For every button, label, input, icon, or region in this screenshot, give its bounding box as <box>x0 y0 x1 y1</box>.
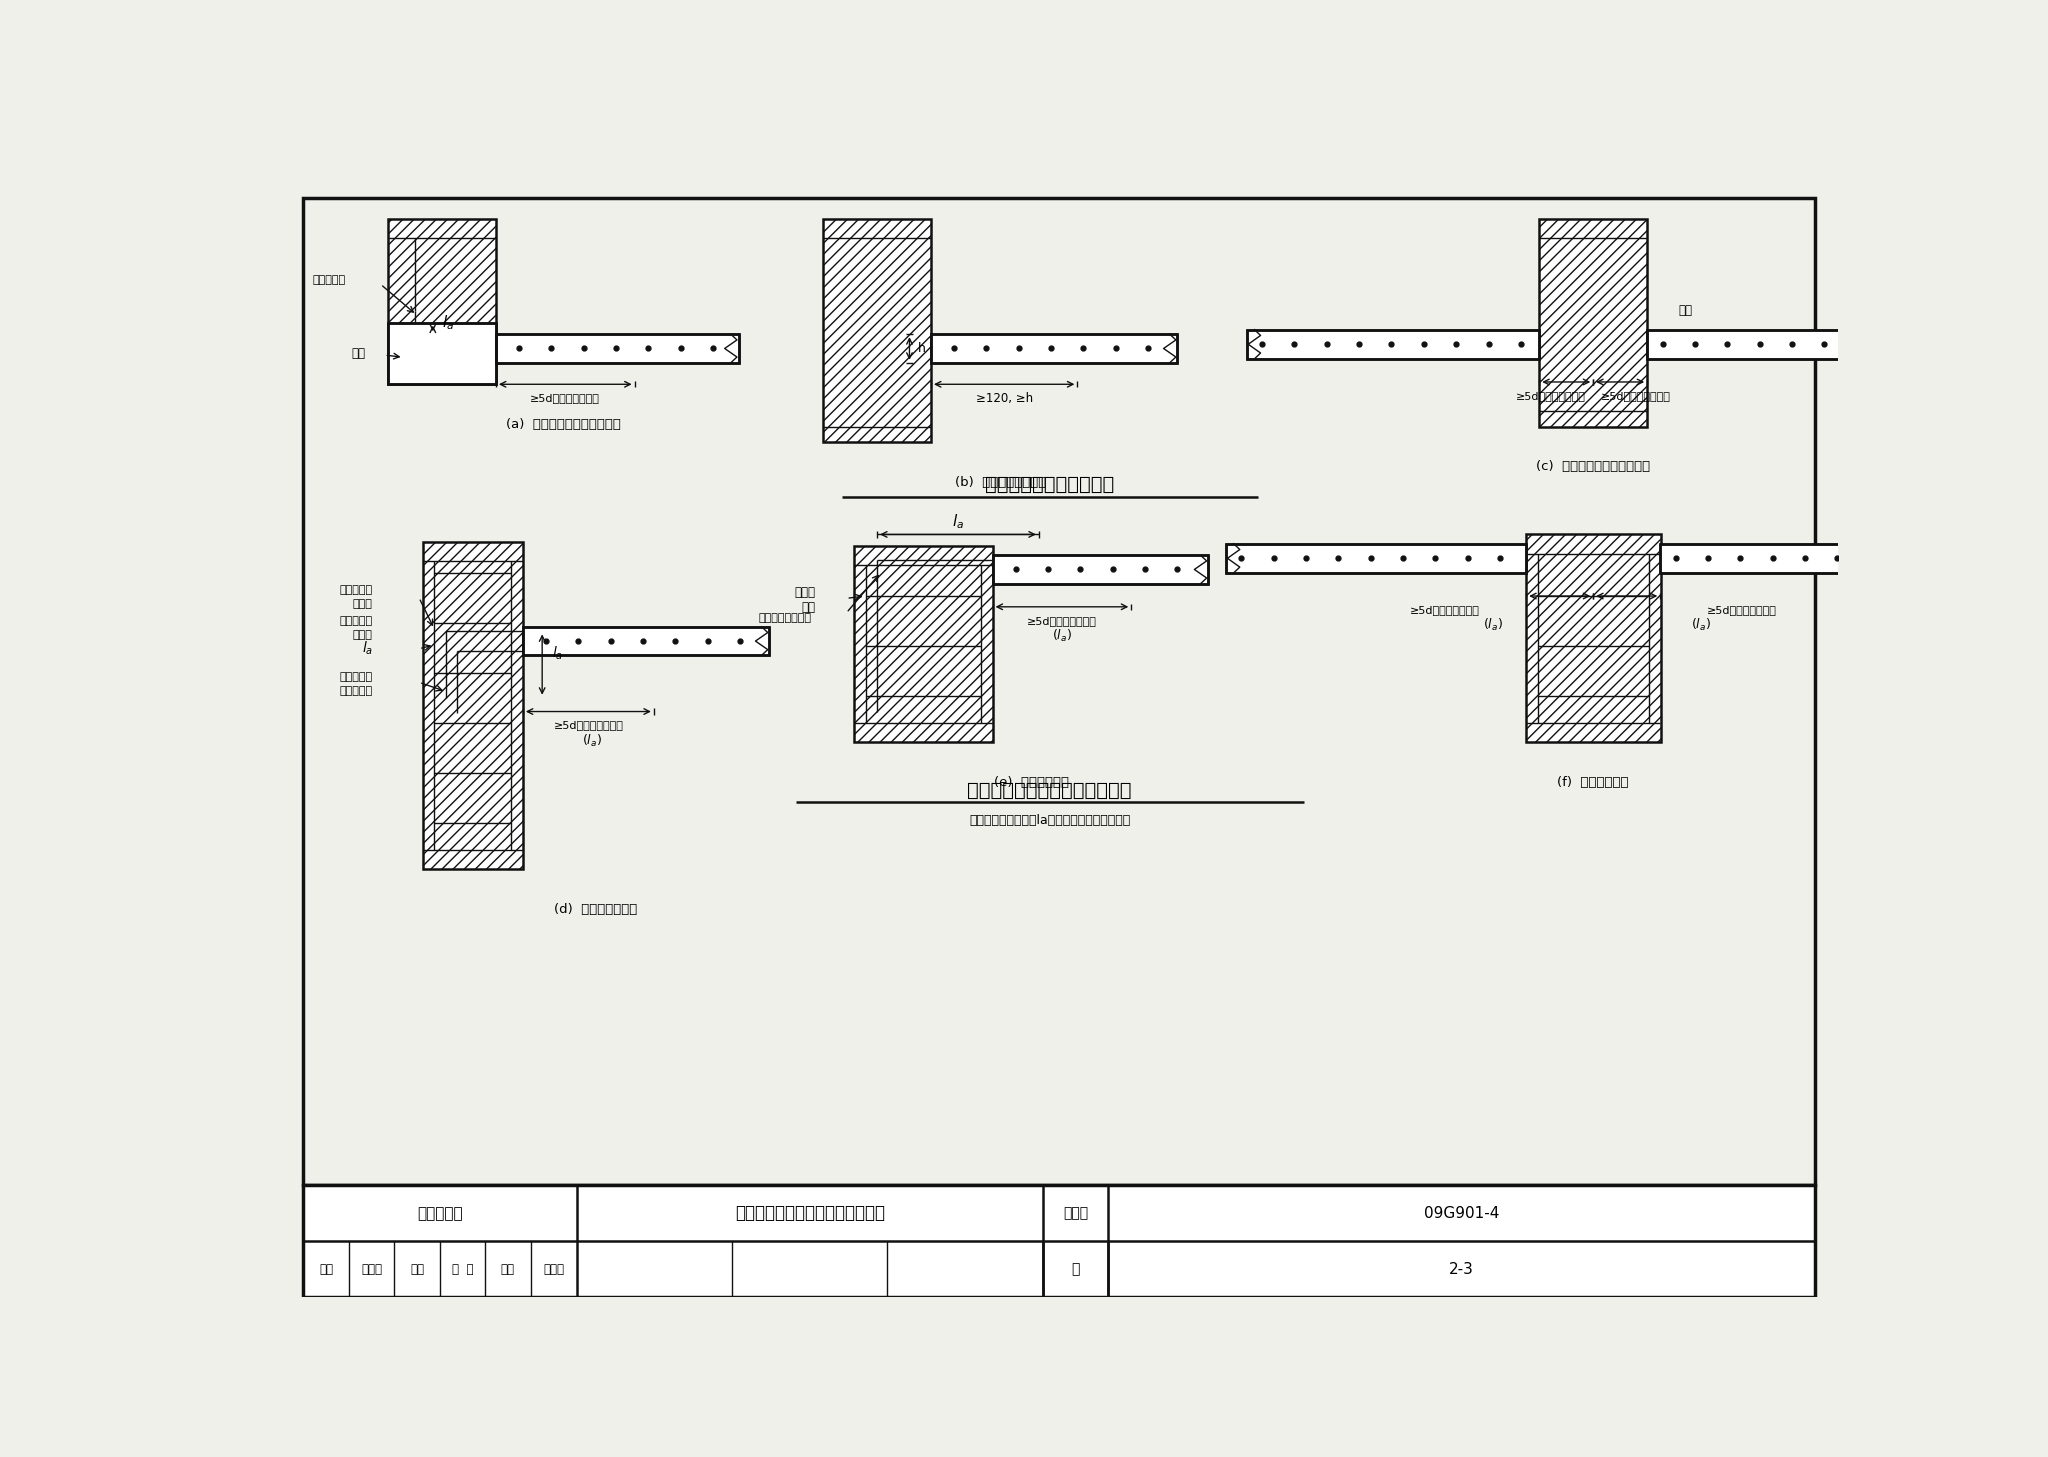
Text: 分布筋: 分布筋 <box>352 629 373 640</box>
Text: $(l_a)$: $(l_a)$ <box>1692 618 1710 634</box>
Text: 疏  刚: 疏 刚 <box>453 1263 473 1275</box>
Text: $(l_a)$: $(l_a)$ <box>1053 628 1071 644</box>
Text: 板在钢筋混凝土支座的锚固构造: 板在钢筋混凝土支座的锚固构造 <box>967 781 1133 800</box>
Text: 页: 页 <box>1071 1262 1079 1276</box>
Bar <box>854 546 993 742</box>
Bar <box>1526 535 1661 742</box>
Bar <box>932 334 1178 363</box>
Text: $(l_a)$: $(l_a)$ <box>582 733 602 749</box>
Text: h: h <box>918 342 926 356</box>
Text: ≥5d且至少到墙中线: ≥5d且至少到墙中线 <box>1602 390 1671 401</box>
Text: $l_a$: $l_a$ <box>362 640 373 657</box>
Text: ≥5d且至少到梁中线: ≥5d且至少到梁中线 <box>1706 605 1776 615</box>
Bar <box>389 322 496 385</box>
Bar <box>303 1185 1815 1297</box>
Text: $l_a$: $l_a$ <box>952 511 965 530</box>
Text: 普通现浇板: 普通现浇板 <box>418 1206 463 1221</box>
Text: 墙外侧竖向: 墙外侧竖向 <box>340 584 373 594</box>
Bar <box>1661 543 1960 573</box>
Text: $l_a$: $l_a$ <box>553 644 563 661</box>
Text: ≥5d且至少到墙中线: ≥5d且至少到墙中线 <box>1516 390 1585 401</box>
Text: ≥5d且至少到墙中线: ≥5d且至少到墙中线 <box>553 720 623 730</box>
Text: 审核: 审核 <box>319 1263 334 1275</box>
Text: $(l_a)$: $(l_a)$ <box>1483 618 1503 634</box>
Text: ≥5d且至少到梁中线: ≥5d且至少到梁中线 <box>1026 616 1098 625</box>
Text: 在梁角筋内侧弯钩: 在梁角筋内侧弯钩 <box>758 613 811 624</box>
Text: (b)  端部支座为砌体墙: (b) 端部支座为砌体墙 <box>954 475 1047 488</box>
Bar <box>1540 219 1647 427</box>
Text: 外侧梁: 外侧梁 <box>795 586 815 599</box>
Text: 角筋: 角筋 <box>801 602 815 613</box>
Text: (e)  端部支座为梁: (e) 端部支座为梁 <box>993 777 1069 788</box>
Bar <box>1661 543 1960 573</box>
Text: 设计: 设计 <box>502 1263 514 1275</box>
Bar <box>993 555 1208 584</box>
Text: 圈梁: 圈梁 <box>1677 305 1692 316</box>
Text: 2-3: 2-3 <box>1450 1262 1475 1276</box>
Text: （括号内的锚固长度la用于梁板式转换层的板）: （括号内的锚固长度la用于梁板式转换层的板） <box>969 814 1130 828</box>
Bar <box>389 322 496 385</box>
Text: ≥120, ≥h: ≥120, ≥h <box>975 392 1032 405</box>
Bar <box>1647 329 1939 358</box>
Bar <box>303 198 1815 1185</box>
Text: (d)  端部支座为墙体: (d) 端部支座为墙体 <box>555 903 637 916</box>
Text: 校对: 校对 <box>410 1263 424 1275</box>
Text: ≥5d且至少到墙中线: ≥5d且至少到墙中线 <box>530 393 600 404</box>
Bar <box>422 542 522 870</box>
Bar <box>1247 329 1540 358</box>
Text: $l_a$: $l_a$ <box>442 313 455 332</box>
Bar <box>522 627 770 656</box>
Text: (f)  中部支座为梁: (f) 中部支座为梁 <box>1556 777 1628 788</box>
Bar <box>1247 329 1540 358</box>
Bar <box>1227 543 1526 573</box>
Text: 苟继东: 苟继东 <box>360 1263 383 1275</box>
Text: 在墙外侧水: 在墙外侧水 <box>340 672 373 682</box>
Text: 墙外侧水平: 墙外侧水平 <box>340 616 373 625</box>
Text: 分布筋: 分布筋 <box>352 599 373 609</box>
Text: 板在砌体支座的锚固构造: 板在砌体支座的锚固构造 <box>985 475 1114 494</box>
Bar <box>496 334 739 363</box>
Text: 圈梁外角筋: 圈梁外角筋 <box>313 275 346 286</box>
Text: 现浇板钢筋在支座部位的锚固构造: 现浇板钢筋在支座部位的锚固构造 <box>735 1203 885 1222</box>
Text: 圈梁: 圈梁 <box>350 347 365 360</box>
Bar <box>932 334 1178 363</box>
Bar <box>1227 543 1526 573</box>
Text: 图集号: 图集号 <box>1063 1206 1087 1220</box>
Bar <box>1647 329 1939 358</box>
Text: 09G901-4: 09G901-4 <box>1423 1206 1499 1221</box>
Text: (a)  端部支座为砌体墙的圈梁: (a) 端部支座为砌体墙的圈梁 <box>506 418 621 431</box>
Bar <box>993 555 1208 584</box>
Text: 平筋内弯钩: 平筋内弯钩 <box>340 686 373 696</box>
Bar <box>496 334 739 363</box>
Text: ≥5d且至少到梁中线: ≥5d且至少到梁中线 <box>1411 605 1481 615</box>
Text: (c)  中部支座为砌体墙及圈梁: (c) 中部支座为砌体墙及圈梁 <box>1536 460 1651 474</box>
Text: 张月明: 张月明 <box>543 1263 563 1275</box>
Bar <box>389 219 496 385</box>
Bar <box>823 219 932 441</box>
Bar <box>522 627 770 656</box>
